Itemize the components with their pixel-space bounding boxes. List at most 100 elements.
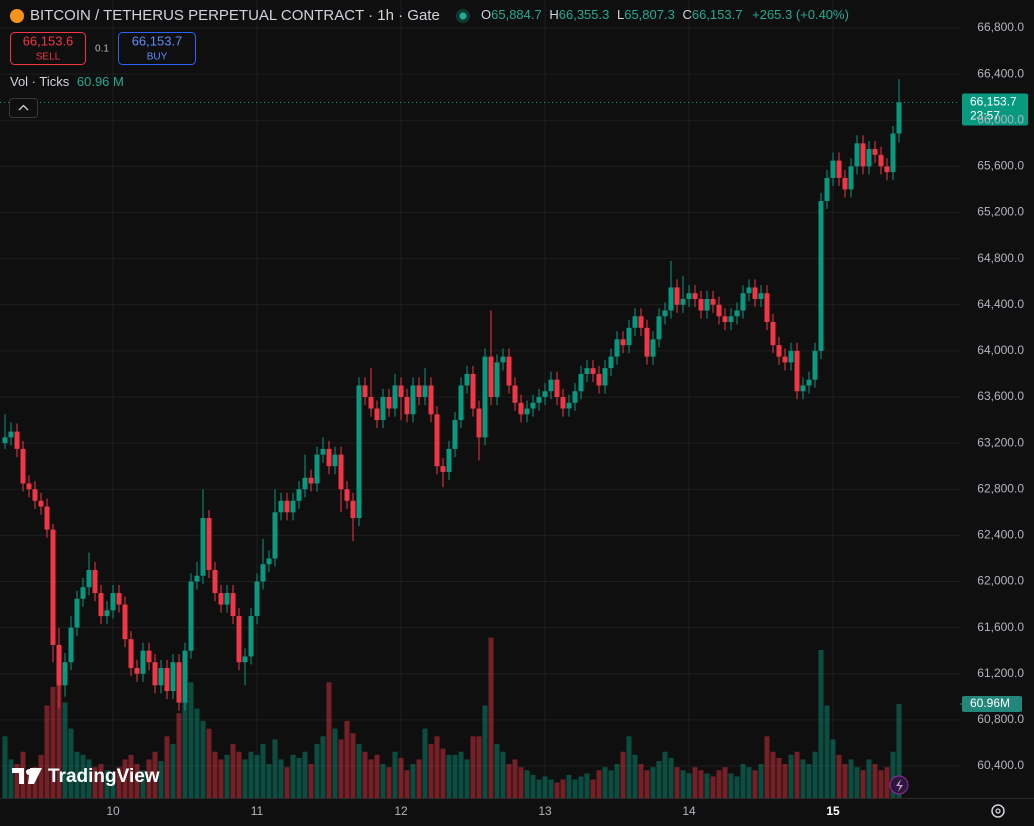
candle-body	[122, 604, 128, 640]
volume-bar	[92, 767, 98, 798]
candle-body	[134, 667, 140, 674]
change: +265.3 (+0.40%)	[752, 7, 849, 22]
volume-bar	[344, 720, 350, 798]
volume-bar	[26, 770, 32, 798]
volume-bar	[626, 736, 632, 798]
candle-body	[554, 379, 560, 397]
y-tick-label: 65,600.0	[977, 159, 1024, 173]
volume-layer	[2, 637, 902, 798]
volume-bar	[446, 754, 452, 798]
volume-bar	[632, 754, 638, 798]
volume-bar	[206, 728, 212, 798]
sell-price: 66,153.6	[23, 33, 74, 48]
candle-body	[770, 322, 776, 346]
collapse-button[interactable]	[9, 98, 38, 118]
volume-bar	[422, 728, 428, 798]
candle-body	[548, 379, 554, 392]
volume-bar	[584, 773, 590, 798]
candle-body	[866, 149, 872, 167]
candle-body	[416, 385, 422, 397]
volume-bar	[842, 764, 848, 798]
volume-bar	[692, 767, 698, 798]
candle-body	[896, 102, 902, 134]
candle-body	[14, 431, 20, 449]
volume-bar	[848, 759, 854, 798]
volume-bar	[656, 760, 662, 798]
sell-button[interactable]	[10, 32, 86, 65]
volume-legend-label: Vol · Ticks	[10, 74, 70, 89]
sell-label: SELL	[36, 52, 61, 63]
candle-body	[212, 569, 218, 594]
x-tick-label: 14	[682, 804, 696, 818]
candle-body	[206, 518, 212, 570]
volume-bar	[134, 764, 140, 798]
candle-body	[608, 356, 614, 369]
volume-bar	[884, 767, 890, 798]
volume-bar	[284, 767, 290, 798]
volume-bar	[500, 751, 506, 798]
candle-body	[284, 500, 290, 513]
overlay: 66,153.723:57 60.96M	[0, 93, 1028, 712]
brand-mark	[12, 768, 42, 784]
volume-bar	[836, 754, 842, 798]
volume-bar	[746, 767, 752, 798]
volume-bar	[164, 736, 170, 798]
y-tick-label: 62,400.0	[977, 528, 1024, 542]
candle-body	[518, 402, 524, 415]
candle-body	[530, 402, 536, 409]
buy-button[interactable]	[118, 32, 196, 65]
candle-body	[728, 316, 734, 323]
volume-bar	[464, 759, 470, 798]
volume-bar	[368, 759, 374, 798]
candle-body	[668, 287, 674, 311]
candle-body	[806, 379, 812, 386]
ohlc-key: C	[682, 7, 691, 22]
volume-bar	[890, 751, 896, 798]
candle-body	[98, 593, 104, 617]
ohlc-value: 66,355.3	[559, 7, 610, 22]
volume-bar	[146, 759, 152, 798]
candle-body	[644, 327, 650, 357]
volume-bar	[56, 674, 62, 798]
candle-body	[398, 385, 404, 397]
candle-body	[542, 391, 548, 397]
volume-bar	[38, 754, 44, 798]
candle-body	[50, 529, 56, 645]
volume-bar	[68, 728, 74, 798]
candle-body	[662, 310, 668, 317]
candle-body	[458, 385, 464, 421]
volume-bar	[740, 764, 746, 798]
y-tick-label: 66,800.0	[977, 20, 1024, 34]
candle-body	[524, 408, 530, 415]
candle-body	[752, 287, 758, 299]
candle-body	[512, 385, 518, 403]
volume-bar	[200, 720, 206, 798]
y-tick-label: 60,800.0	[977, 712, 1024, 726]
candle-body	[788, 350, 794, 363]
candle-body	[362, 385, 368, 397]
candle-body	[422, 385, 428, 397]
volume-bar	[320, 736, 326, 798]
candle-body	[248, 616, 254, 657]
volume-bar	[878, 770, 884, 798]
candle-body	[170, 662, 176, 692]
settings-icon[interactable]	[991, 804, 1005, 818]
candle-body	[2, 437, 8, 444]
candle-body	[446, 448, 452, 472]
volume-bar	[8, 759, 14, 798]
volume-bar	[2, 736, 8, 798]
volume-bar	[230, 744, 236, 798]
candle-body	[392, 385, 398, 409]
countdown-label: 23:57	[970, 109, 1000, 123]
candle-body	[110, 593, 116, 611]
ohlc-key: L	[617, 7, 624, 22]
candle-body	[452, 420, 458, 449]
x-tick-label: 12	[394, 804, 408, 818]
volume-bar	[272, 739, 278, 798]
last-price-box	[962, 93, 1028, 126]
volume-bar	[668, 757, 674, 798]
candle-body	[314, 454, 320, 484]
volume-bar	[50, 686, 56, 798]
volume-bar	[158, 760, 164, 798]
grid	[0, 0, 1034, 799]
